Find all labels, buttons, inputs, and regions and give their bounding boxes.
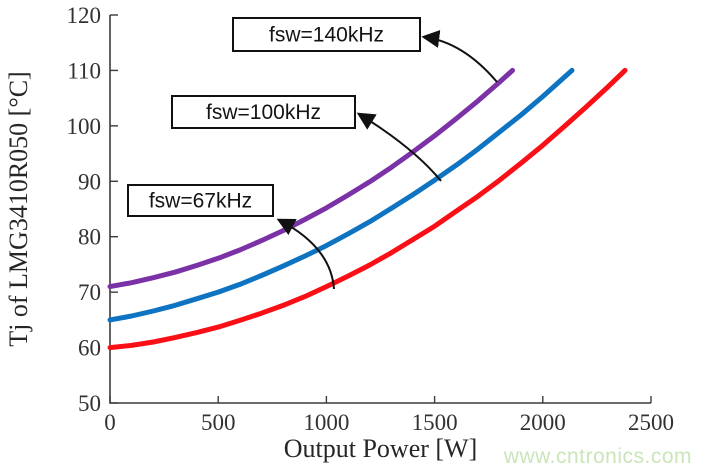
y-tick-label: 70: [78, 280, 101, 305]
curve-fsw-67khz: [107, 67, 628, 351]
annotation-label: fsw=67kHz: [149, 190, 252, 213]
annotation-box: [171, 95, 356, 129]
y-tick-label: 110: [67, 58, 101, 83]
x-tick-label: 500: [201, 410, 236, 435]
y-tick-label: 50: [78, 391, 101, 416]
annotation-label: fsw=100kHz: [206, 101, 321, 124]
annotation-label: fsw=140kHz: [269, 24, 384, 47]
curve-fsw-140khz: [107, 67, 515, 290]
annotation-arrow: [356, 112, 442, 182]
x-tick-label: 0: [104, 410, 116, 435]
x-tick-label: 2500: [628, 410, 674, 435]
x-tick-label: 1500: [412, 410, 458, 435]
annotation-arrow: [276, 218, 335, 290]
watermark: www.cntronics.com: [503, 445, 692, 468]
y-tick-label: 120: [67, 3, 102, 28]
annotation-box: [127, 184, 274, 217]
x-tick-label: 1000: [303, 410, 349, 435]
y-axis-label: Tj of LMG3410R050 [°C]: [4, 71, 33, 346]
x-tick-label: 2000: [520, 410, 566, 435]
y-tick-label: 100: [67, 114, 102, 139]
x-axis-label: Output Power [W]: [284, 434, 478, 463]
y-tick-label: 80: [78, 225, 101, 250]
y-tick-label: 60: [78, 336, 101, 361]
annotation-arrow: [421, 30, 498, 83]
annotation-box: [232, 17, 421, 52]
curve-fsw-100khz: [107, 67, 575, 323]
y-tick-label: 90: [78, 169, 101, 194]
